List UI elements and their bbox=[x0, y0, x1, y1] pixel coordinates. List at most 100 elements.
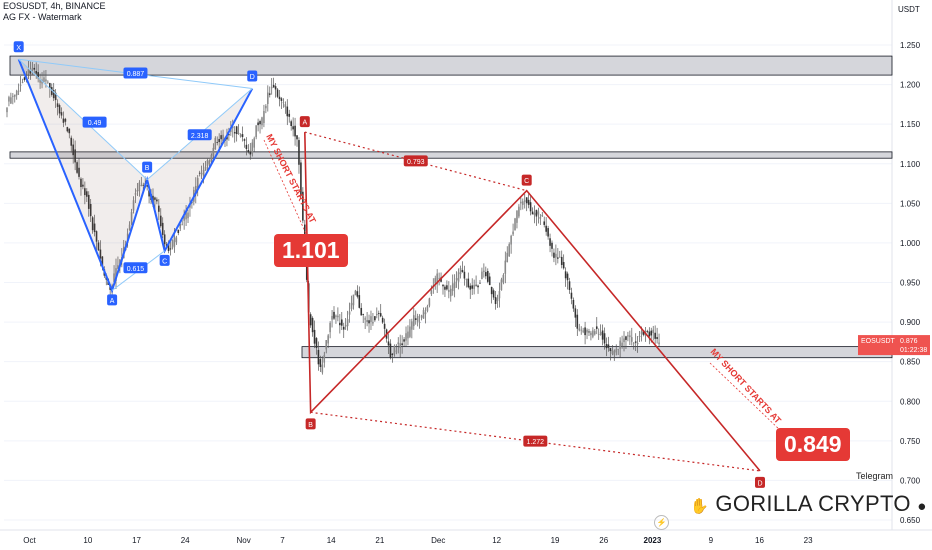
candle-body bbox=[625, 336, 627, 340]
candle-body bbox=[555, 253, 557, 258]
gorilla-icon: ● bbox=[917, 498, 927, 515]
price-tick-label: 0.850 bbox=[900, 358, 921, 367]
candle-body bbox=[627, 335, 629, 337]
candle-body bbox=[91, 217, 94, 231]
candle-body bbox=[553, 252, 555, 258]
candle-body bbox=[132, 200, 135, 211]
candle-body bbox=[475, 284, 477, 286]
candle-body bbox=[397, 342, 400, 345]
ratio-badge bbox=[187, 129, 212, 141]
harmonic-dotted-ac bbox=[304, 131, 527, 192]
pattern-point-badge bbox=[755, 476, 765, 488]
candle-body bbox=[302, 191, 304, 221]
candle-body bbox=[658, 342, 660, 345]
candle-body bbox=[339, 322, 341, 326]
candle-body bbox=[601, 330, 604, 340]
price-tag-value: 0.876 bbox=[900, 338, 918, 345]
candle-body bbox=[646, 331, 649, 332]
indicator-title: AG FX - Watermark bbox=[3, 12, 82, 22]
candle-body bbox=[282, 102, 285, 104]
candle-body bbox=[574, 308, 577, 318]
candle-body bbox=[208, 160, 211, 165]
candle-body bbox=[634, 341, 637, 343]
candle-body bbox=[21, 82, 24, 83]
candle-body bbox=[257, 122, 259, 126]
candle-body bbox=[477, 285, 479, 288]
candle-body bbox=[19, 84, 22, 86]
brand-logo: ✋ GORILLA CRYPTO ● bbox=[690, 491, 927, 517]
candle-body bbox=[268, 93, 271, 95]
time-tick-label: 24 bbox=[181, 536, 190, 545]
candle-body bbox=[352, 294, 355, 306]
candle-body bbox=[169, 248, 172, 250]
price-tag-symbol: EOSUSDT bbox=[861, 338, 896, 345]
symbol-title: EOSUSDT, 4h, BINANCE bbox=[3, 1, 106, 11]
candle-body bbox=[640, 331, 643, 335]
candle-body bbox=[113, 273, 115, 282]
candle-body bbox=[239, 134, 242, 137]
pattern-point-badge bbox=[521, 174, 532, 186]
candle-body bbox=[39, 78, 41, 83]
candle-body bbox=[580, 329, 582, 331]
candle-body bbox=[331, 315, 333, 320]
time-tick-label: Oct bbox=[23, 536, 36, 545]
candle-body bbox=[617, 348, 619, 350]
price-tag-box bbox=[858, 335, 930, 356]
price-tick-label: 0.900 bbox=[900, 318, 921, 327]
annotation-pointer-left bbox=[263, 139, 308, 237]
candle-body bbox=[226, 136, 228, 140]
candle-body bbox=[274, 86, 277, 90]
candle-body bbox=[329, 322, 331, 333]
candle-body bbox=[292, 126, 294, 130]
candle-body bbox=[27, 69, 30, 75]
pattern-point-label: D bbox=[757, 480, 762, 487]
candle-body bbox=[523, 200, 526, 202]
candle-body bbox=[494, 297, 497, 304]
candle-body bbox=[650, 330, 653, 336]
candle-body bbox=[492, 290, 495, 298]
candle-body bbox=[566, 273, 569, 281]
candle-body bbox=[128, 224, 131, 230]
candle-body bbox=[416, 316, 419, 322]
candle-body bbox=[642, 330, 645, 335]
pattern-point-badge bbox=[107, 294, 118, 306]
candle-body bbox=[615, 349, 618, 353]
candle-body bbox=[648, 331, 651, 337]
currency-label: USDT bbox=[898, 5, 920, 14]
time-tick-label: 17 bbox=[132, 536, 141, 545]
candle-body bbox=[288, 113, 291, 117]
annotation-pointer-right bbox=[709, 362, 783, 433]
candle-body bbox=[527, 199, 530, 205]
candle-body bbox=[97, 242, 100, 251]
candle-body bbox=[249, 151, 252, 155]
candle-body bbox=[395, 350, 398, 352]
lightning-icon[interactable]: ⚡ bbox=[654, 515, 669, 530]
candle-body bbox=[175, 237, 178, 243]
pattern-point-label: A bbox=[110, 298, 115, 305]
candle-body bbox=[520, 201, 522, 204]
candle-body bbox=[68, 128, 71, 134]
candle-body bbox=[29, 70, 32, 74]
candle-body bbox=[597, 334, 600, 336]
candle-body bbox=[479, 282, 481, 284]
pattern-point-label: B bbox=[308, 422, 313, 429]
candle-body bbox=[418, 322, 421, 324]
candle-body bbox=[576, 314, 579, 329]
candle-body bbox=[522, 201, 524, 205]
candle-body bbox=[411, 321, 413, 330]
candle-body bbox=[366, 320, 368, 322]
ratio-badge bbox=[523, 435, 548, 447]
candle-body bbox=[613, 350, 616, 355]
candle-body bbox=[216, 142, 219, 143]
candle-body bbox=[76, 162, 78, 173]
candle-body bbox=[87, 194, 90, 209]
price-tick-label: 0.800 bbox=[900, 397, 921, 406]
candle-body bbox=[263, 111, 265, 124]
candle-body bbox=[37, 72, 39, 79]
candle-body bbox=[391, 353, 394, 355]
pattern-point-label: A bbox=[302, 120, 307, 127]
candle-body bbox=[636, 342, 639, 345]
candle-body bbox=[319, 359, 322, 367]
